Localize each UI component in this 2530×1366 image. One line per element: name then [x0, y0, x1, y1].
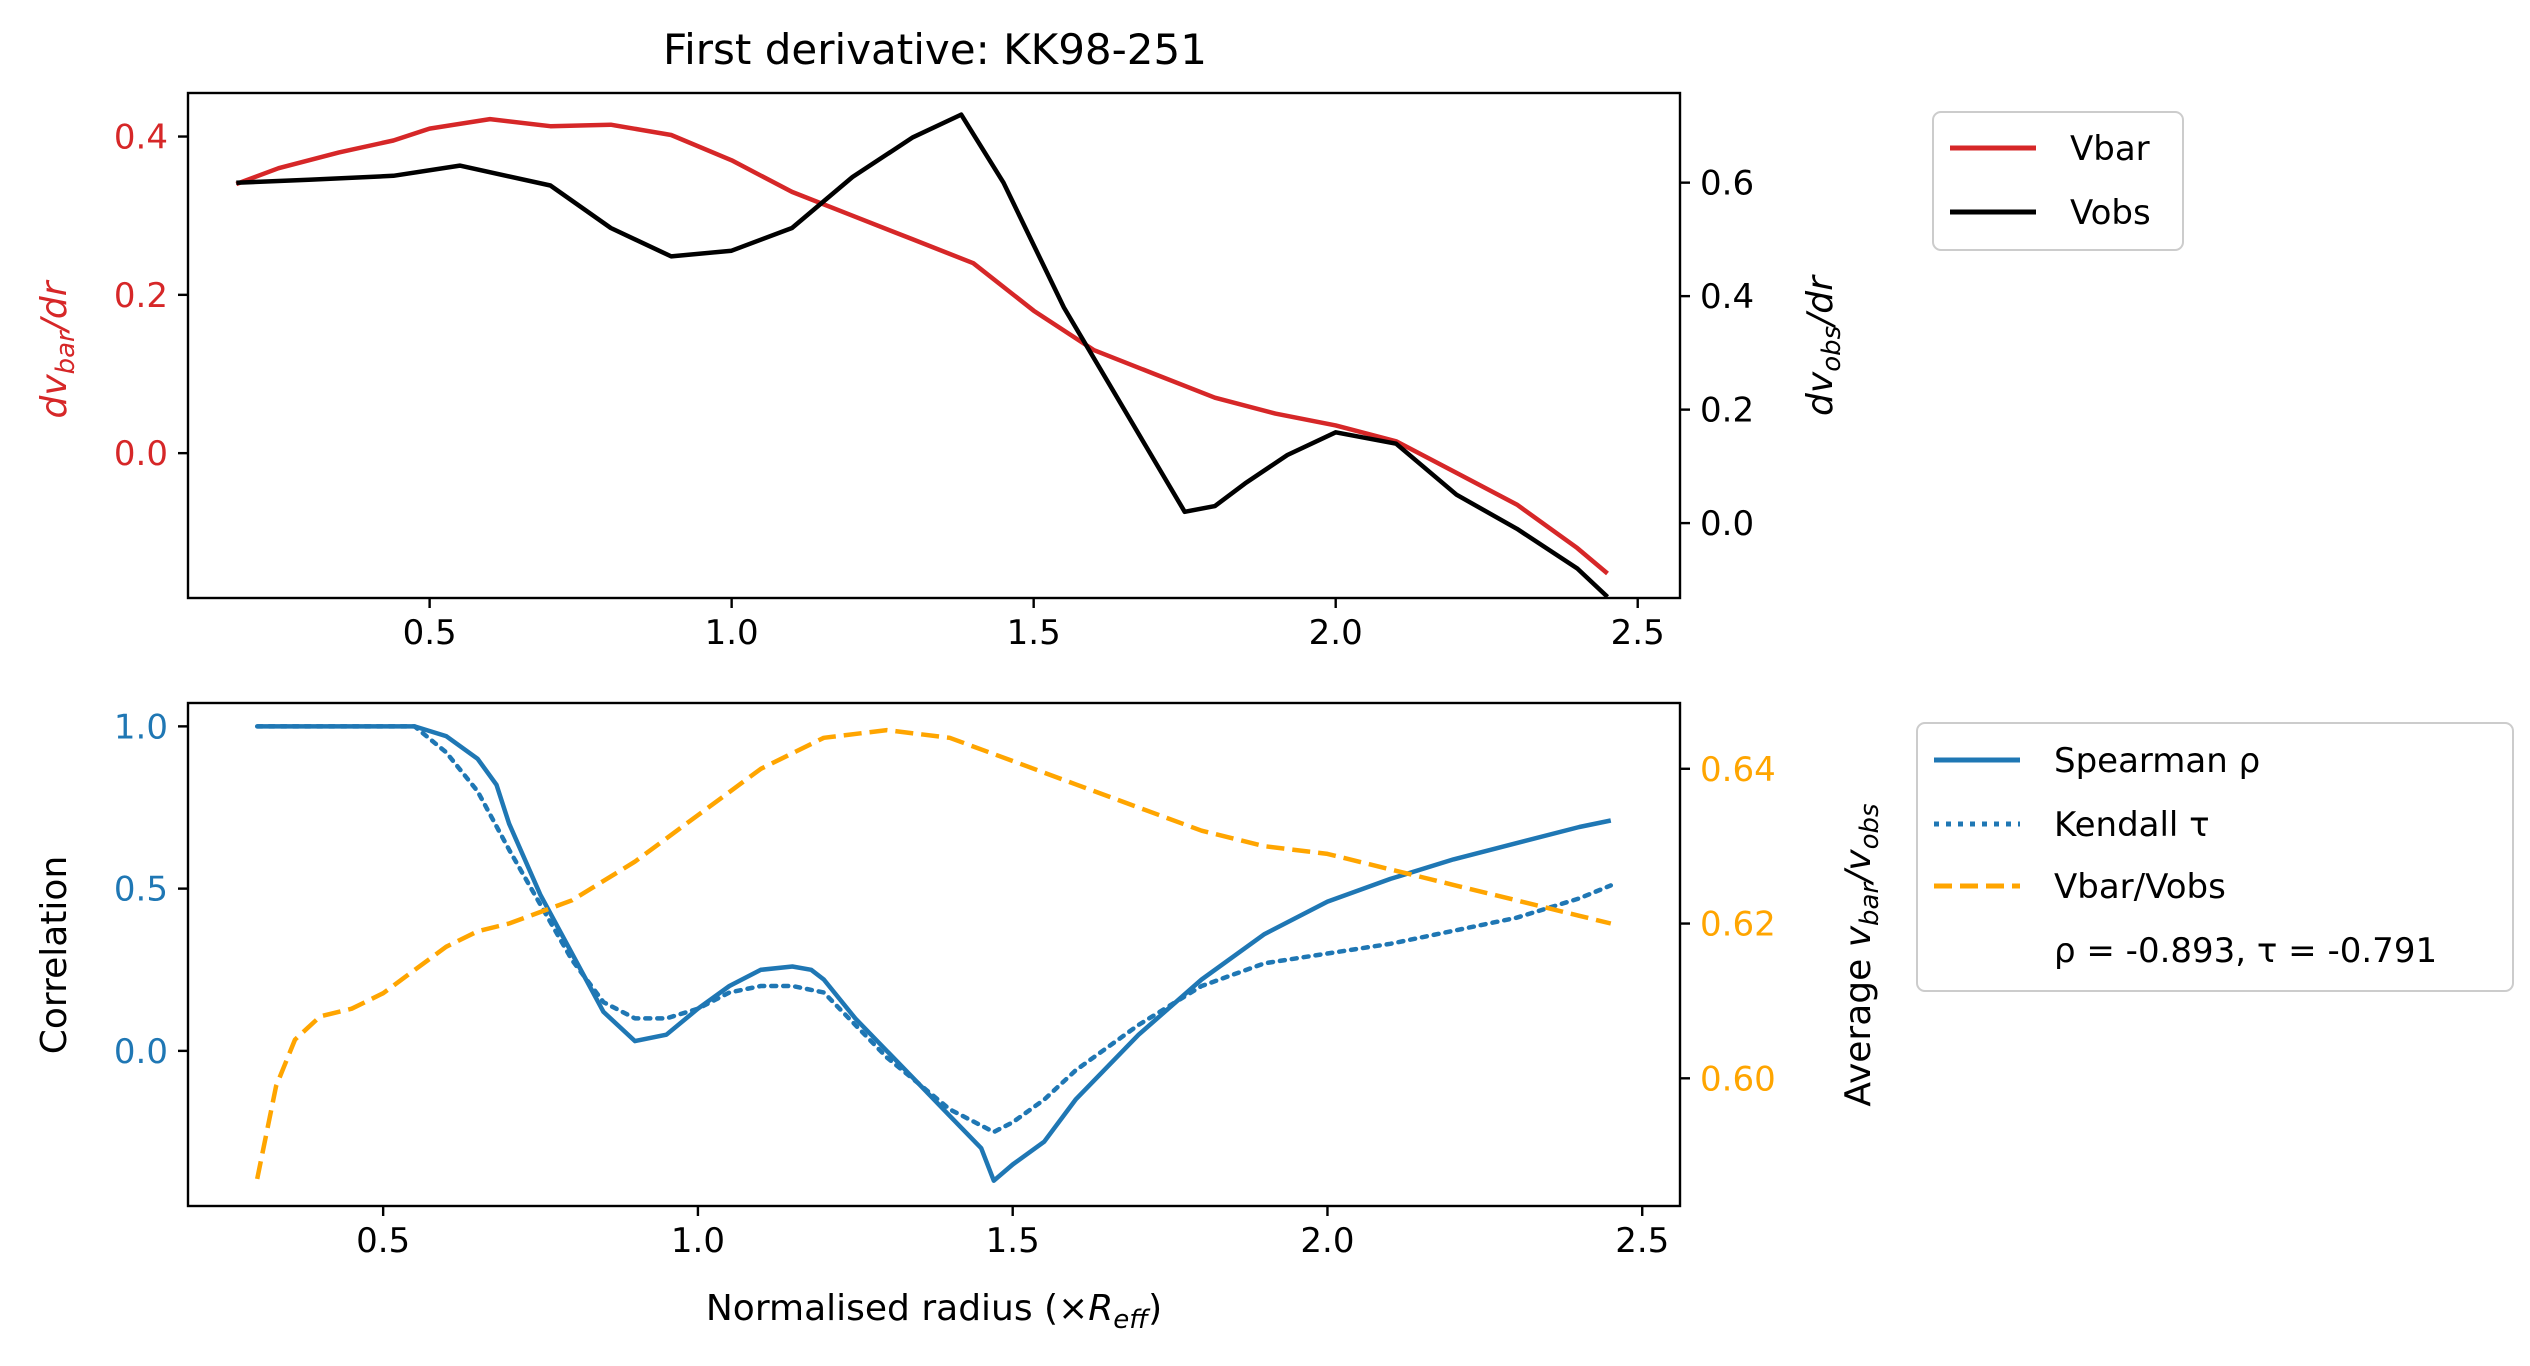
bottom-series-spearman — [257, 724, 1612, 1183]
top-y-left-tick-label: 0.0 — [114, 434, 168, 474]
top-right-axis-label: dvobs/dr — [1800, 274, 1847, 416]
bottom-legend-box — [1916, 722, 2514, 992]
top-x-tick-label: 1.0 — [705, 613, 759, 653]
legend-label-spearman: Spearman ρ — [2054, 741, 2260, 781]
top-plot-frame — [186, 91, 1682, 600]
bottom-left-axis-label: Correlation — [34, 856, 75, 1055]
top-x-tick-label: 0.5 — [403, 613, 457, 653]
top-x-tick-label: 2.0 — [1309, 613, 1363, 653]
top-legend: Vbar Vobs — [1932, 111, 2184, 251]
bottom-x-tick-label: 2.5 — [1615, 1221, 1669, 1261]
bottom-y-left-tick-label: 0.5 — [114, 870, 168, 910]
top-y-right-tick-label: 0.4 — [1700, 277, 1754, 317]
bottom-x-tick-label: 1.0 — [671, 1221, 725, 1261]
top-series-vbar — [235, 116, 1609, 576]
bottom-legend: Spearman ρ Kendall τ Vbar/Vobs ρ = -0.89… — [1916, 722, 2514, 992]
bottom-y-right-tick-label: 0.60 — [1700, 1059, 1776, 1099]
bottom-x-tick-label: 0.5 — [356, 1221, 410, 1261]
top-x-tick-label: 2.5 — [1611, 613, 1665, 653]
bottom-x-tick-label: 1.5 — [986, 1221, 1040, 1261]
legend-label-vbar: Vbar — [2070, 129, 2150, 169]
top-left-axis-label: dvbar/dr — [34, 279, 81, 418]
legend-annotation-correlation: ρ = -0.893, τ = -0.791 — [2054, 931, 2437, 971]
legend-label-kendall: Kendall τ — [2054, 805, 2210, 845]
top-chart-title: First derivative: KK98-251 — [663, 25, 1207, 74]
bottom-y-left-tick-label: 0.0 — [114, 1032, 168, 1072]
bottom-x-axis-label: Normalised radius (×Reff) — [706, 1288, 1162, 1335]
top-y-left-tick-label: 0.4 — [114, 118, 168, 158]
bottom-y-right-tick-label: 0.62 — [1700, 905, 1776, 945]
bottom-series-kendall — [254, 724, 1614, 1135]
bottom-series-vbar-vobs — [254, 727, 1612, 1180]
bottom-right-axis-label: Average vbar/vobs — [1838, 803, 1885, 1106]
legend-label-ratio: Vbar/Vobs — [2054, 867, 2226, 907]
bottom-y-right-tick-label: 0.64 — [1700, 750, 1776, 790]
bottom-panel: 0.5 1.0 1.5 2.0 2.5 0.0 0.5 1.0 0.60 0.62 0.64 Cor… — [34, 701, 2514, 1335]
top-panel: First derivative: KK98-251 0.5 1.0 1.5 2.0 2… — [34, 25, 2184, 653]
top-y-right-tick-label: 0.0 — [1700, 504, 1754, 544]
bottom-y-left-tick-label: 1.0 — [114, 707, 168, 747]
top-series-vobs — [236, 112, 1610, 599]
top-y-right-tick-label: 0.2 — [1700, 391, 1754, 431]
legend-label-vobs: Vobs — [2070, 193, 2151, 233]
top-y-right-tick-label: 0.6 — [1700, 164, 1754, 204]
top-x-tick-label: 1.5 — [1007, 613, 1061, 653]
top-y-left-tick-label: 0.2 — [114, 276, 168, 316]
bottom-x-tick-label: 2.0 — [1300, 1221, 1354, 1261]
bottom-plot-frame — [186, 701, 1682, 1208]
